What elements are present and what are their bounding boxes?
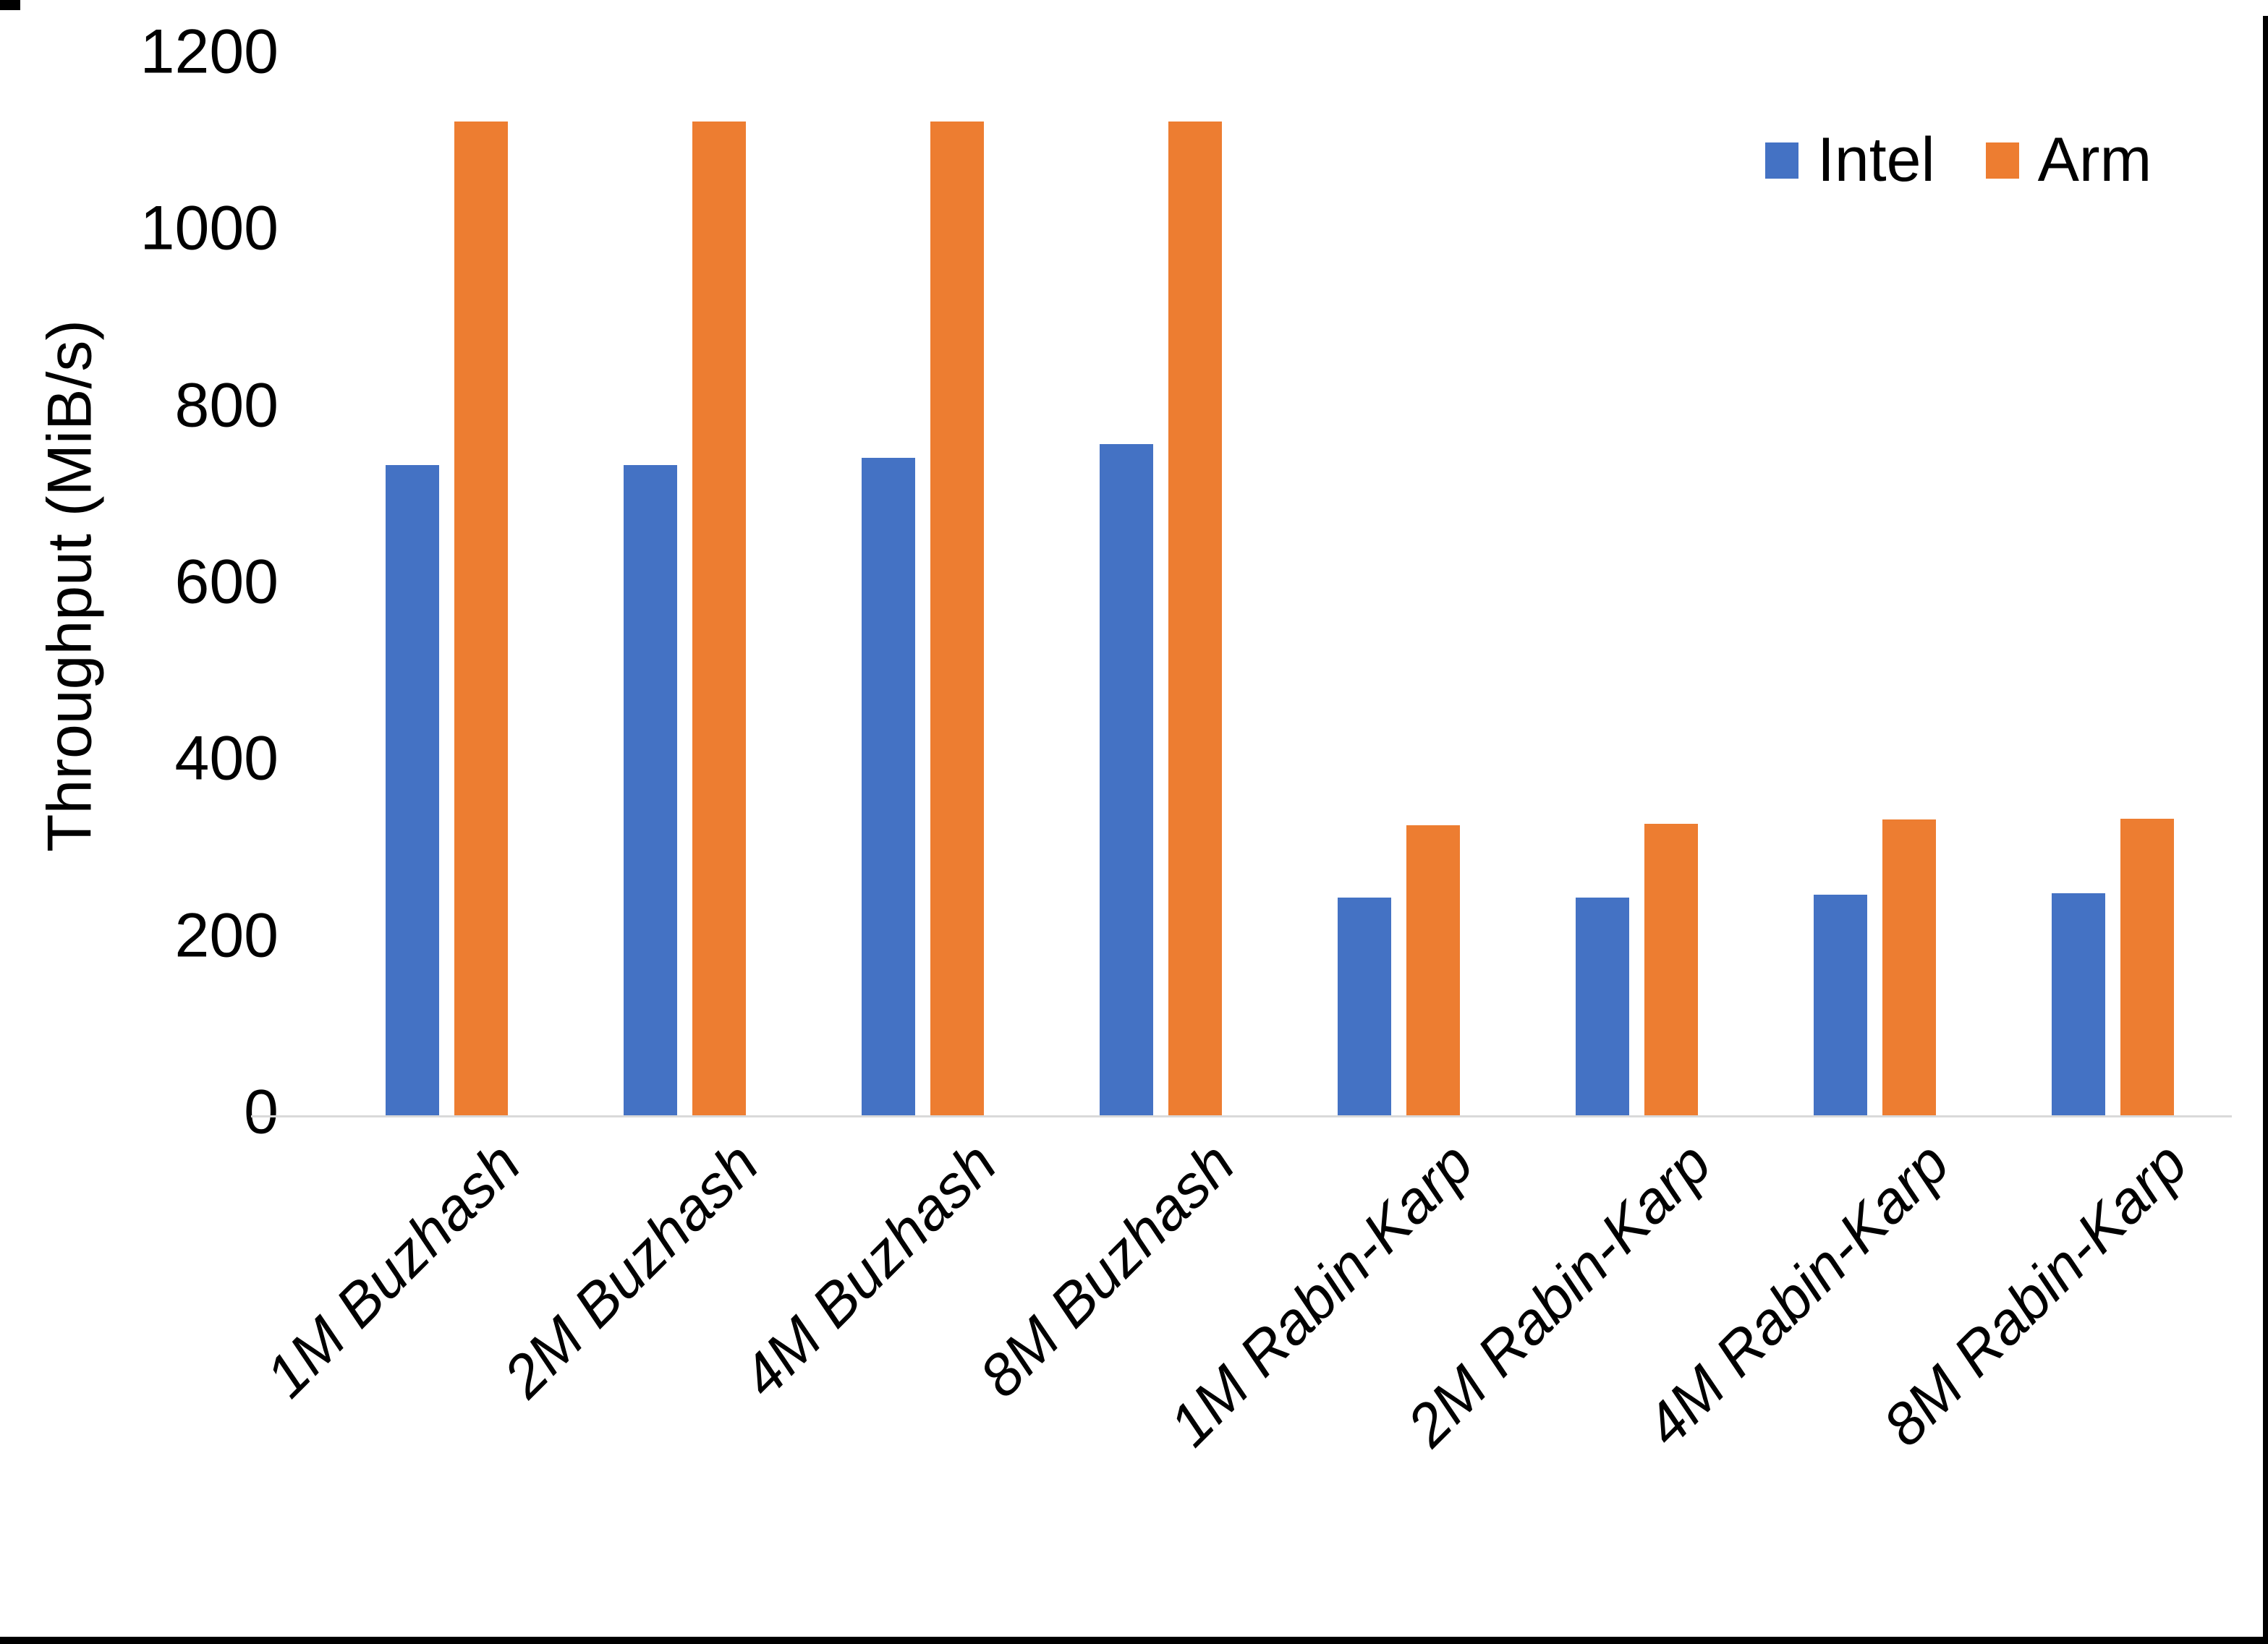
- category-label-4m-buzhash: 4M Buzhash: [729, 1130, 1010, 1410]
- legend: Intel Arm: [1765, 124, 2152, 196]
- legend-item-arm: Arm: [1985, 124, 2152, 196]
- window-border-bottom: [0, 1637, 2268, 1644]
- category-label-2m-buzhash: 2M Buzhash: [491, 1130, 772, 1410]
- bar-arm-1m-buzhash: [454, 121, 508, 1115]
- y-tick-label-1200: 1200: [140, 17, 279, 87]
- y-tick-label-600: 600: [174, 547, 279, 617]
- y-tick-label-200: 200: [174, 900, 279, 971]
- bar-arm-8m-buzhash: [1168, 121, 1222, 1115]
- bar-intel-4m-rabin-karp: [1814, 894, 1867, 1115]
- bar-intel-2m-rabin-karp: [1576, 898, 1629, 1115]
- category-label-1m-buzhash: 1M Buzhash: [253, 1130, 534, 1410]
- arm-legend-swatch: [1985, 142, 2019, 179]
- bar-intel-4m-buzhash: [862, 458, 915, 1115]
- y-tick-label-400: 400: [174, 723, 279, 793]
- y-tick-label-800: 800: [174, 370, 279, 440]
- legend-item-intel: Intel: [1765, 124, 1935, 196]
- intel-legend-swatch: [1765, 142, 1798, 179]
- bar-arm-8m-rabin-karp: [2120, 818, 2174, 1115]
- window-border-top-left: [0, 0, 20, 10]
- bar-arm-4m-buzhash: [930, 121, 984, 1115]
- arm-legend-label: Arm: [2037, 125, 2152, 195]
- bar-arm-2m-buzhash: [692, 121, 746, 1115]
- bar-arm-4m-rabin-karp: [1882, 819, 1936, 1115]
- bar-arm-1m-rabin-karp: [1406, 825, 1460, 1115]
- y-tick-label-1000: 1000: [140, 193, 279, 263]
- bar-arm-2m-rabin-karp: [1644, 823, 1698, 1115]
- y-tick-label-0: 0: [244, 1077, 279, 1147]
- x-axis-line: [251, 1115, 2232, 1117]
- bar-intel-1m-rabin-karp: [1338, 898, 1391, 1115]
- bar-intel-2m-buzhash: [624, 464, 677, 1115]
- bar-intel-1m-buzhash: [386, 464, 439, 1115]
- intel-legend-label: Intel: [1817, 125, 1935, 195]
- bar-intel-8m-rabin-karp: [2052, 893, 2105, 1115]
- bar-intel-8m-buzhash: [1100, 443, 1153, 1115]
- window-border-right: [2263, 16, 2268, 1644]
